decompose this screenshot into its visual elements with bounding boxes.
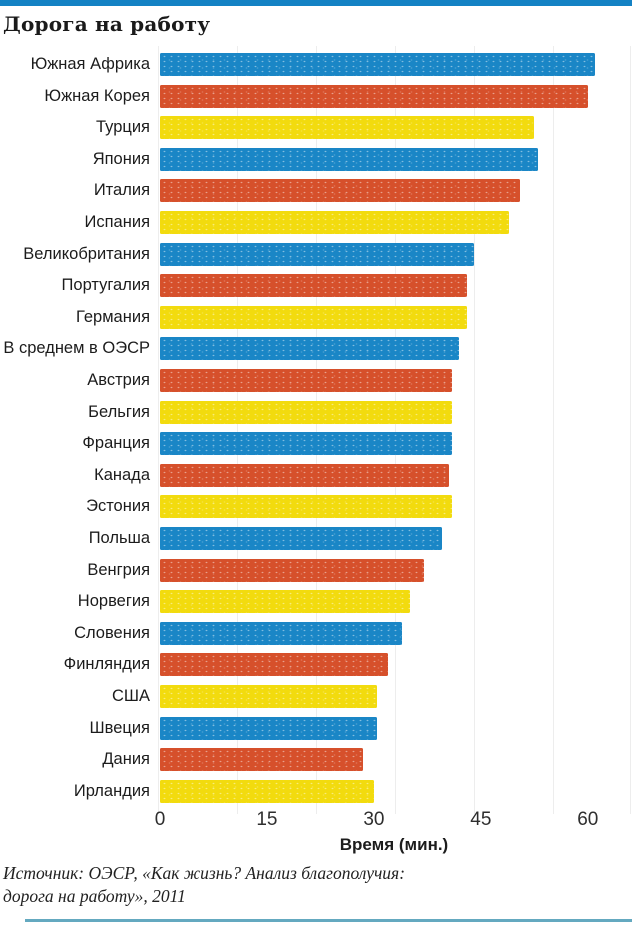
x-tick-label: 0 [154,809,166,830]
bar-blue [160,337,459,361]
bar-row: В среднем в ОЭСР [0,337,632,361]
bar-row: Испания [0,211,632,234]
category-label: Южная Африка [30,55,150,73]
bar-row: Канада [0,463,632,487]
bar-row: Венгрия [0,558,632,582]
category-label: Южная Корея [44,86,150,105]
bar-yellow [160,211,509,234]
x-axis-ticks: 0 15 30 45 60 [0,809,632,835]
bar-row: Финляндия [0,653,632,677]
x-tick-label: 60 [577,809,599,830]
bar-row: Ирландия [0,779,632,803]
bar-row: Италия [0,179,632,203]
bar-yellow [160,495,452,519]
category-label: Япония [92,149,150,168]
gridline [630,46,631,814]
category-label: Великобритания [23,244,150,263]
bar-orange [160,558,424,582]
category-label: Турция [96,118,150,137]
bar-yellow [160,400,452,424]
bottom-accent-bar [25,919,632,922]
category-label: Испания [84,213,150,231]
category-label: В среднем в ОЭСР [3,339,150,358]
gridline [237,46,238,814]
bar-yellow [160,305,467,329]
bar-row: Бельгия [0,400,632,424]
chart-title: Дорога на работу [3,12,211,36]
bar-row: Норвегия [0,590,632,614]
category-label: США [111,687,150,705]
bar-blue [160,527,442,550]
bar-row: Польша [0,527,632,550]
bar-row: Португалия [0,274,632,298]
category-label: Швеция [89,718,150,737]
x-tick-label: 30 [363,809,385,830]
bar-row: Великобритания [0,242,632,266]
bar-row: Турция [0,116,632,140]
x-axis-label: Время (мин.) [339,835,449,854]
source-line-1: Источник: ОЭСР, «Как жизнь? Анализ благо… [3,863,406,883]
category-label: Венгрия [87,560,150,579]
x-tick-label: 45 [470,809,492,830]
category-label: Бельгия [88,402,150,421]
category-label: Португалия [61,276,150,295]
bar-yellow [160,116,534,140]
category-label: Дания [102,750,150,769]
bar-blue [160,716,377,740]
category-label: Словения [74,623,150,642]
bar-blue [160,147,538,171]
category-label: Австрия [87,371,150,389]
bar-blue [160,621,402,645]
x-tick-label: 15 [256,809,278,830]
source-note: Источник: ОЭСР, «Как жизнь? Анализ благо… [3,862,405,908]
gridline [158,46,159,814]
source-line-2: дорога на работу», 2011 [3,886,186,906]
bar-orange [160,369,452,392]
category-label: Финляндия [63,655,150,674]
bar-row: Япония [0,147,632,171]
gridline [474,46,475,814]
bar-orange [160,653,388,677]
bar-blue [160,242,474,266]
bar-row: США [0,685,632,708]
bar-yellow [160,590,410,614]
category-label: Канада [94,465,150,484]
category-label: Польша [88,529,150,547]
bar-row: Южная Африка [0,53,632,76]
bar-blue [160,432,452,456]
bar-row: Южная Корея [0,84,632,108]
bar-orange [160,274,467,298]
gridline [395,46,396,814]
bar-row: Словения [0,621,632,645]
bar-orange [160,748,363,772]
bar-row: Швеция [0,716,632,740]
bar-row: Австрия [0,369,632,392]
bar-row: Эстония [0,495,632,519]
gridline [316,46,317,814]
top-accent-bar [0,0,632,6]
bar-row: Дания [0,748,632,772]
gridline [553,46,554,814]
category-label: Италия [93,181,150,200]
bar-blue [160,53,595,76]
bar-yellow [160,685,377,708]
commute-time-bar-chart: Южная Африка Южная Корея Турция Япония Итали… [0,46,632,858]
bar-row: Германия [0,305,632,329]
category-label: Германия [76,307,150,326]
category-label: Ирландия [73,781,150,800]
bar-yellow [160,779,374,803]
bar-orange [160,84,588,108]
category-label: Эстония [86,497,150,516]
category-label: Норвегия [77,592,150,611]
bar-orange [160,179,520,203]
category-label: Франция [82,434,150,453]
bar-row: Франция [0,432,632,456]
bar-orange [160,463,449,487]
